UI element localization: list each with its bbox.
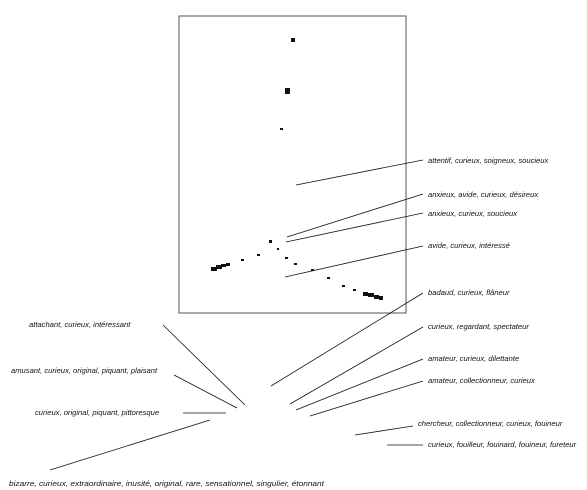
label-attachant: attachant, curieux, intéressant: [29, 320, 131, 329]
leader-line: [270, 292, 424, 387]
data-point: [285, 257, 288, 259]
label-amusant: amusant, curieux, original, piquant, pla…: [11, 366, 158, 375]
data-point: [226, 263, 230, 266]
leader-lines: [49, 159, 424, 471]
label-regardant: curieux, regardant, spectateur: [428, 322, 529, 331]
data-point: [211, 267, 217, 271]
label-anxieux-soucieux: anxieux, curieux, soucieux: [428, 209, 518, 218]
point-cloud: [211, 38, 383, 300]
leader-line: [49, 419, 211, 471]
data-point: [241, 259, 244, 261]
label-badaud: badaud, curieux, flâneur: [428, 288, 510, 297]
data-point: [291, 38, 295, 42]
data-point: [285, 88, 290, 94]
data-point: [221, 264, 226, 267]
label-anxieux-avide: anxieux, avide, curieux, désireux: [428, 190, 539, 199]
data-point: [294, 263, 297, 265]
leader-line: [285, 212, 424, 243]
data-point: [216, 265, 222, 269]
label-dilettante: amateur, curieux, dilettante: [428, 354, 519, 363]
leader-line: [284, 245, 424, 278]
label-attentif: attentif, curieux, soigneux, soucieux: [428, 156, 550, 165]
leader-line: [289, 326, 424, 405]
data-point: [277, 248, 279, 250]
leader-line: [162, 324, 246, 406]
leader-line: [295, 159, 424, 186]
data-point: [311, 269, 314, 271]
label-avide-interesse: avide, curieux, intéressé: [428, 241, 510, 250]
data-point: [327, 277, 330, 279]
data-point: [379, 296, 383, 300]
label-chercheur: chercheur, collectionneur, curieux, foui…: [418, 419, 563, 428]
plot-frame: [178, 15, 407, 314]
leader-line: [295, 358, 424, 411]
data-point: [374, 295, 379, 299]
data-point: [342, 285, 345, 287]
data-point: [257, 254, 260, 256]
label-collectionneur: amateur, collectionneur, curieux: [428, 376, 536, 385]
data-point: [368, 293, 374, 297]
label-fouilleur: curieux, fouilleur, fouinard, fouineur, …: [428, 440, 577, 449]
leader-line: [309, 380, 424, 417]
data-point: [280, 128, 283, 130]
label-group: attentif, curieux, soigneux, soucieux an…: [9, 156, 577, 488]
leader-line: [286, 193, 424, 238]
leader-line: [173, 374, 238, 409]
data-point: [363, 292, 368, 296]
label-bizarre: bizarre, curieux, extraordinaire, inusit…: [9, 479, 325, 488]
data-point: [353, 289, 356, 291]
leader-line: [354, 425, 414, 436]
label-pittoresque: curieux, original, piquant, pittoresque: [35, 408, 159, 417]
data-point: [269, 240, 272, 243]
